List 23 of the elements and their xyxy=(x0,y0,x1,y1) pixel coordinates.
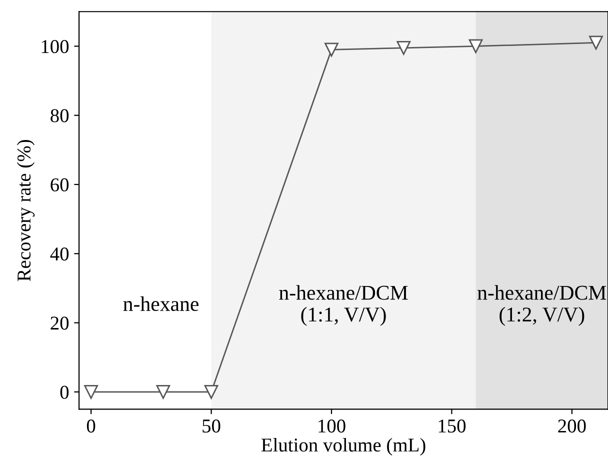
band-label: n-hexane/DCM (1:2, V/V) xyxy=(478,285,606,326)
band-label: n-hexane/DCM (1:1, V/V) xyxy=(279,285,408,326)
y-tick-label: 100 xyxy=(42,40,69,54)
point xyxy=(396,40,411,55)
point xyxy=(468,39,483,54)
y-tick-label: 40 xyxy=(50,247,69,261)
point xyxy=(204,384,218,399)
y-axis-title: Recovery rate (%) xyxy=(16,140,35,282)
x-tick-label: 150 xyxy=(438,419,466,433)
x-tick-label: 0 xyxy=(86,419,96,433)
y-tick-label: 0 xyxy=(60,386,69,399)
annotation: n-hexane xyxy=(123,296,198,312)
x-axis-title: Elution volume (mL) xyxy=(261,438,426,456)
point xyxy=(589,36,603,50)
x-tick-label: 100 xyxy=(318,419,346,433)
y-tick-label: 80 xyxy=(50,109,69,122)
y-tick-label: 20 xyxy=(50,316,69,330)
point xyxy=(84,384,98,399)
y-tick-label: 60 xyxy=(50,178,69,192)
x-tick-label: 50 xyxy=(202,419,220,433)
x-tick-label: 200 xyxy=(558,419,586,433)
point xyxy=(156,384,170,399)
point xyxy=(324,42,338,57)
